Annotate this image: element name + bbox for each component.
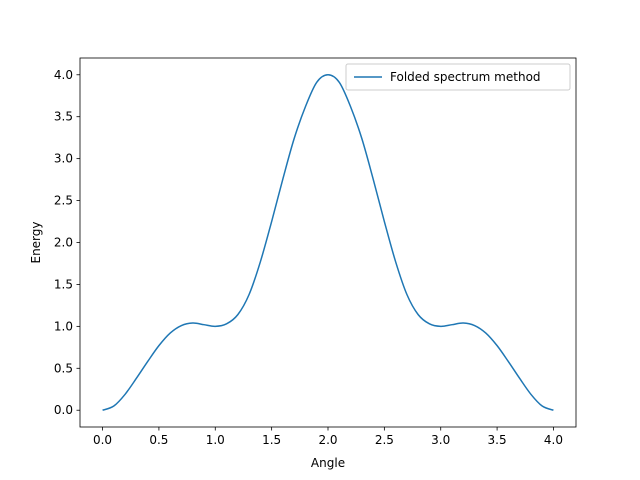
y-tick-label: 3.5 <box>54 110 73 124</box>
y-tick-label: 4.0 <box>54 68 73 82</box>
legend-box <box>345 63 571 91</box>
x-tick-label: 3.0 <box>431 433 450 447</box>
x-tick-label: 2.5 <box>375 433 394 447</box>
y-tick-label: 1.5 <box>54 277 73 291</box>
y-tick-label: 2.0 <box>54 236 73 250</box>
y-tick-label: 1.0 <box>54 319 73 333</box>
x-tick-label: 1.5 <box>262 433 281 447</box>
y-tick-label: 0.0 <box>54 403 73 417</box>
series-layer <box>102 74 554 411</box>
x-tick-label: 2.0 <box>318 433 337 447</box>
plot-area-frame <box>79 57 577 428</box>
x-tick-label: 0.5 <box>149 433 168 447</box>
y-tick-label: 3.0 <box>54 152 73 166</box>
legend-label-folded-spectrum-method: Folded spectrum method <box>390 70 541 84</box>
x-tick-label: 4.0 <box>544 433 563 447</box>
y-tick-label: 0.5 <box>54 361 73 375</box>
y-axis-label: Energy <box>29 221 43 263</box>
x-tick-label: 1.0 <box>206 433 225 447</box>
x-tick-label: 0.0 <box>93 433 112 447</box>
series-line-folded-spectrum-method <box>102 74 554 411</box>
x-axis-label: Angle <box>311 456 345 470</box>
y-axis-ticks: 0.0 0.5 1.0 1.5 2.0 2.5 3.0 3.5 4.0 <box>54 68 80 417</box>
legend: Folded spectrum method <box>345 63 571 91</box>
x-axis-ticks: 0.0 0.5 1.0 1.5 2.0 2.5 3.0 3.5 4.0 <box>93 427 563 447</box>
x-tick-label: 3.5 <box>488 433 507 447</box>
y-tick-label: 2.5 <box>54 194 73 208</box>
